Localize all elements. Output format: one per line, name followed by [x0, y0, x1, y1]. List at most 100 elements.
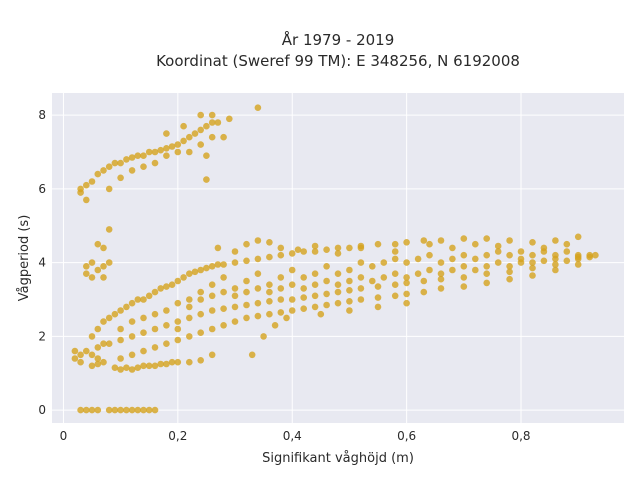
y-axis-title: Vågperiod (s) [17, 215, 32, 302]
data-point [157, 146, 164, 154]
data-point [214, 119, 222, 126]
data-point [460, 235, 468, 242]
data-point [94, 406, 102, 414]
data-point [460, 251, 468, 259]
data-point [88, 333, 96, 340]
data-point [311, 303, 319, 311]
data-point [311, 270, 319, 278]
data-point [334, 281, 342, 289]
data-point [94, 360, 102, 368]
data-point [374, 240, 382, 248]
chart-title: År 1979 - 2019 [282, 30, 395, 49]
data-point [151, 159, 159, 167]
data-point [374, 294, 382, 301]
data-point [174, 277, 182, 285]
data-point [391, 255, 399, 263]
data-point [186, 133, 193, 141]
data-point [483, 235, 491, 242]
x-tick-label: 0,2 [168, 429, 187, 443]
data-point [174, 325, 182, 333]
data-point [197, 357, 204, 364]
data-point [163, 307, 170, 314]
data-point [174, 299, 182, 307]
data-point [288, 266, 296, 274]
data-point [323, 246, 330, 253]
data-point [426, 266, 433, 274]
data-point [529, 264, 536, 272]
data-point [88, 259, 96, 266]
data-point [128, 167, 136, 174]
data-point [151, 325, 159, 333]
data-point [105, 314, 113, 322]
data-point [552, 266, 559, 274]
data-point [346, 307, 353, 314]
data-point [151, 288, 159, 296]
data-point [231, 303, 239, 311]
data-point [180, 122, 187, 130]
data-point [437, 259, 445, 266]
data-point [403, 279, 410, 287]
data-point [449, 266, 456, 274]
x-tick-label: 0,6 [397, 429, 416, 443]
data-point [426, 240, 433, 248]
data-point [288, 281, 296, 289]
data-point [254, 299, 262, 307]
data-point [288, 296, 296, 303]
data-point [140, 347, 147, 355]
data-point [460, 263, 468, 270]
data-point [100, 244, 107, 252]
data-point [83, 270, 90, 278]
data-point [197, 141, 204, 148]
data-point [483, 263, 491, 270]
data-point [271, 322, 279, 329]
data-point [391, 240, 399, 248]
data-point [346, 298, 353, 305]
data-point [529, 272, 536, 279]
data-point [208, 119, 216, 126]
data-point [529, 259, 536, 266]
data-point [300, 305, 308, 313]
data-point [83, 263, 90, 270]
data-point [540, 248, 548, 255]
data-point [357, 259, 365, 266]
data-point [134, 406, 142, 414]
data-point [380, 274, 388, 281]
data-point [449, 244, 456, 252]
data-point [174, 141, 182, 148]
data-point [300, 285, 308, 292]
data-point [197, 126, 204, 134]
data-point [266, 239, 273, 246]
data-point [420, 237, 428, 244]
data-point [208, 292, 216, 300]
data-point [140, 314, 147, 322]
data-point [277, 285, 285, 292]
data-point [254, 270, 262, 278]
data-point [574, 261, 582, 268]
data-point [483, 270, 491, 278]
y-tick-label: 6 [38, 182, 46, 196]
data-point [494, 248, 502, 255]
data-point [374, 283, 382, 290]
data-point [260, 333, 267, 340]
data-point [563, 248, 571, 255]
data-point [123, 364, 130, 372]
data-point [157, 360, 164, 368]
data-point [186, 148, 193, 156]
data-point [151, 362, 159, 370]
data-point [283, 314, 290, 322]
data-point [220, 322, 227, 329]
data-point [208, 307, 216, 314]
data-point [94, 325, 102, 333]
data-point [111, 159, 119, 167]
data-point [180, 274, 187, 281]
data-point [151, 406, 159, 414]
data-point [506, 268, 513, 276]
data-point [208, 263, 216, 270]
data-point [117, 307, 124, 314]
data-point [214, 261, 222, 268]
data-point [472, 266, 479, 274]
data-point [437, 270, 445, 278]
data-point [117, 355, 124, 362]
x-tick-label: 0,8 [511, 429, 530, 443]
data-point [163, 322, 170, 329]
